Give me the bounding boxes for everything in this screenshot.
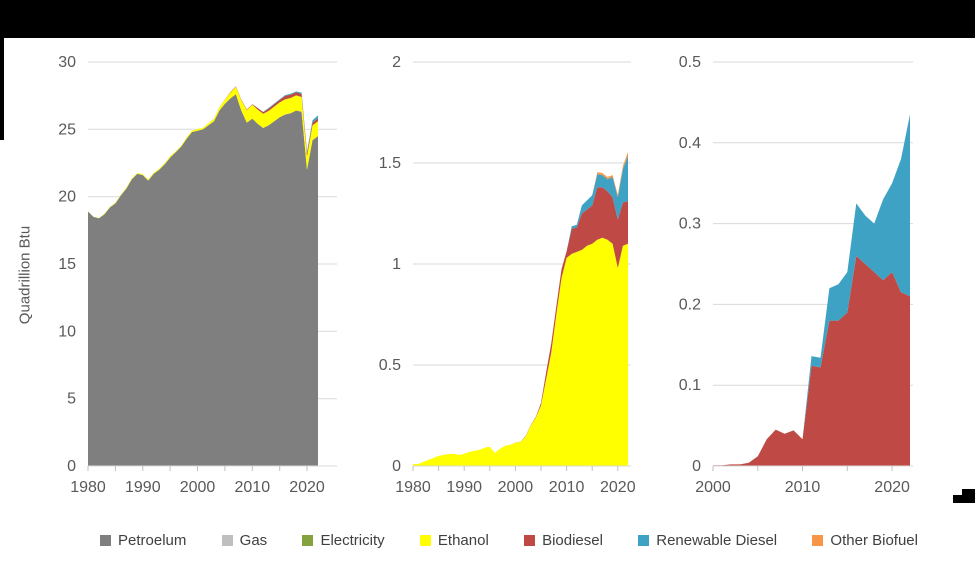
- legend-item-petroleum: Petroelum: [100, 532, 186, 549]
- y-tick-label: 1.5: [379, 155, 401, 172]
- legend-item-gas: Gas: [221, 531, 268, 549]
- x-tick-label: 2010: [549, 479, 585, 496]
- renewable-diesel-swatch: [638, 534, 650, 546]
- y-tick-label: 30: [58, 54, 76, 71]
- area-renewable-diesel: [413, 155, 628, 464]
- area-biodiesel: [713, 255, 910, 466]
- y-tick-label: 5: [67, 391, 76, 408]
- x-tick-label: 2020: [600, 479, 636, 496]
- x-tick-label: 2000: [498, 479, 534, 496]
- y-tick-label: 2: [392, 54, 401, 71]
- legend-label-ethanol: Ethanol: [437, 531, 489, 549]
- y-tick-label: 0.2: [679, 296, 701, 313]
- legend-item-renewable-diesel: Renewable Diesel: [638, 532, 777, 549]
- y-tick-label: 0.5: [379, 357, 401, 374]
- legend-item-ethanol: Ethanol: [419, 531, 489, 549]
- y-tick-label: 0.1: [679, 377, 701, 394]
- area-ethanol: [88, 86, 318, 219]
- x-tick-label: 1990: [446, 479, 482, 496]
- x-tick-label: 1980: [395, 479, 431, 496]
- left-edge-black-strip: [0, 38, 4, 140]
- y-tick-label: 1: [392, 256, 401, 273]
- y-tick-label: 0.5: [679, 54, 701, 71]
- y-tick-label: 0: [67, 458, 76, 475]
- legend: Petroelum Gas Electricity Ethanol Biodie…: [100, 529, 918, 551]
- gas-swatch: [221, 534, 233, 546]
- x-tick-label: 1990: [125, 479, 161, 496]
- electricity-swatch: [302, 534, 314, 546]
- legend-label-petroleum: Petroelum: [118, 531, 187, 549]
- other-biofuel-swatch: [812, 534, 824, 546]
- x-tick-label: 1980: [70, 479, 106, 496]
- legend-item-electricity: Electricity: [302, 531, 385, 549]
- legend-label-gas: Gas: [239, 531, 268, 549]
- legend-item-other-biofuel: Other Biofuel: [812, 532, 918, 549]
- biodiesel-swatch: [524, 534, 536, 546]
- legend-item-biodiesel: Biodiesel: [524, 532, 603, 549]
- x-tick-label: 2010: [785, 479, 821, 496]
- y-tick-label: 20: [58, 189, 76, 206]
- screen-artifact-shape: [953, 489, 975, 503]
- legend-label-electricity: Electricity: [320, 531, 385, 549]
- y-tick-label: 25: [58, 121, 76, 138]
- x-tick-label: 2010: [235, 479, 271, 496]
- x-tick-label: 2000: [180, 479, 216, 496]
- ethanol-swatch: [419, 534, 431, 546]
- legend-label-biodiesel: Biodiesel: [542, 531, 603, 549]
- area-ethanol: [413, 237, 628, 466]
- y-tick-label: 0: [392, 458, 401, 475]
- x-tick-label: 2020: [874, 479, 910, 496]
- area-petroleum: [88, 94, 318, 467]
- y-tick-label: 15: [58, 256, 76, 273]
- area-biodiesel: [413, 187, 628, 464]
- y-tick-label: 0.3: [679, 216, 701, 233]
- legend-label-renewable-diesel: Renewable Diesel: [656, 531, 778, 549]
- x-tick-label: 2000: [695, 479, 731, 496]
- y-tick-label: 0: [692, 458, 701, 475]
- legend-label-other-biofuel: Other Biofuel: [830, 531, 918, 549]
- x-tick-label: 2020: [289, 479, 325, 496]
- top-black-bar: [0, 0, 975, 38]
- y-tick-label: 10: [58, 323, 76, 340]
- screen-artifact-glyph: [953, 489, 975, 503]
- petroleum-swatch: [100, 534, 111, 546]
- y-tick-label: 0.4: [679, 135, 701, 152]
